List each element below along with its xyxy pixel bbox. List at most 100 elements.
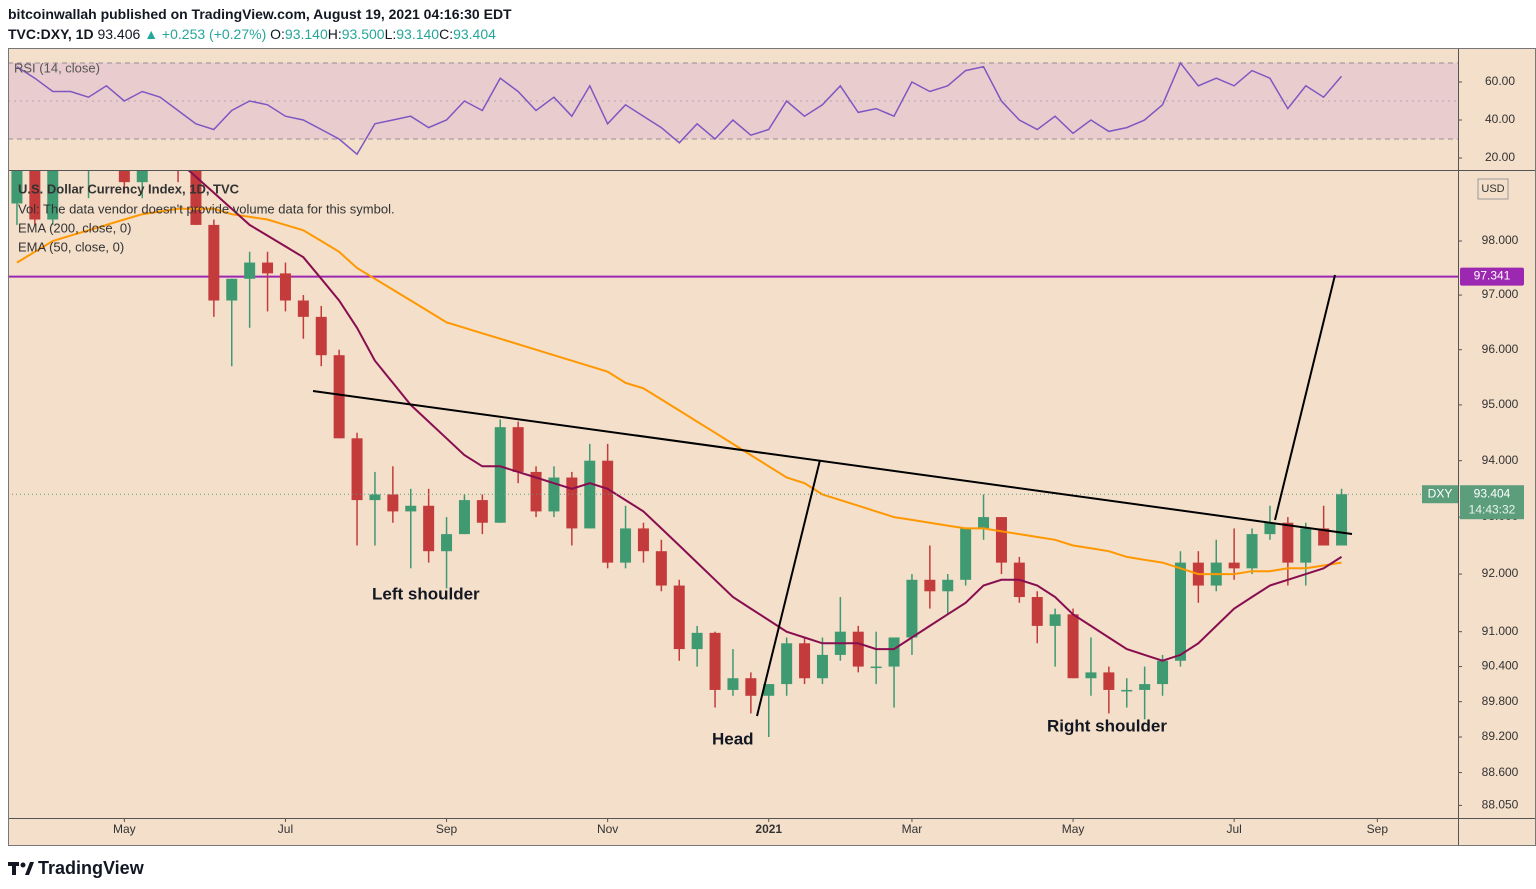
annotation: Head (712, 729, 754, 748)
x-tick-label: Jul (1226, 822, 1241, 836)
x-tick-label: 2021 (755, 822, 782, 836)
axes: 98.00097.00096.00095.00094.00093.00092.0… (8, 48, 1536, 846)
y-tick-label: 97.000 (1482, 287, 1519, 301)
candle-body (1049, 614, 1061, 626)
level-label-box (1460, 267, 1524, 286)
x-tick-label: May (1062, 822, 1085, 836)
candle-body (709, 632, 721, 690)
annotation: Left shoulder (372, 584, 480, 603)
candle-body (781, 643, 793, 685)
candle-body (512, 427, 524, 472)
candle-body (727, 678, 739, 690)
candle-body (888, 637, 900, 667)
y-tick-label: 92.000 (1482, 566, 1519, 580)
y-tick-label: 95.000 (1482, 397, 1519, 411)
candle-body (369, 494, 381, 501)
price-pane (8, 171, 1458, 738)
measure-line (756, 459, 821, 717)
candle-body (691, 632, 703, 650)
candle-body (190, 171, 202, 225)
candle-body (870, 666, 882, 669)
ohlc-value: 93.140 (284, 26, 328, 42)
candle-body (1318, 528, 1330, 546)
candle-body (637, 528, 649, 552)
candle-body (566, 477, 578, 529)
price: 93.406 (97, 26, 141, 42)
y-tick-label: 98.000 (1482, 233, 1519, 247)
candle-body (924, 579, 936, 592)
candle-body (1174, 562, 1186, 661)
candle-body (816, 654, 828, 679)
candle-body (47, 171, 59, 220)
symbol: TVC:DXY, 1D (8, 26, 94, 42)
y-tick-label: 60.00 (1485, 74, 1515, 88)
legend-text: EMA (200, close, 0) (18, 220, 131, 235)
logo (8, 862, 34, 875)
candle-body (620, 528, 632, 563)
y-tick-label: 40.00 (1485, 112, 1515, 126)
candle-body (333, 355, 345, 439)
y-tick-label: 91.000 (1482, 624, 1519, 638)
candle-body (1282, 522, 1294, 563)
currency-box (1477, 178, 1509, 200)
y-tick-label: 90.400 (1482, 659, 1519, 673)
y-tick-label: 89.200 (1482, 729, 1519, 743)
symbol-box (1422, 485, 1458, 504)
candle-body (29, 171, 41, 220)
candle-body (11, 171, 23, 204)
rsi-line (16, 61, 1343, 156)
rsi-title: RSI (14, close) (14, 60, 100, 75)
ohlc-value: 93.500 (341, 26, 385, 42)
candle-body (226, 278, 238, 301)
candle-body (351, 438, 363, 501)
x-tick-label: Jul (278, 822, 293, 836)
ohlc-value: 93.404 (453, 26, 496, 42)
candle-body (655, 551, 667, 586)
ema-line (187, 171, 1343, 662)
publisher-line: bitcoinwallah published on TradingView.c… (8, 4, 512, 24)
candle-body (1264, 522, 1276, 535)
x-tick-label: May (113, 822, 136, 836)
candle-body (1139, 684, 1151, 690)
x-tick-label: Mar (902, 822, 923, 836)
annotation: Right shoulder (1047, 716, 1167, 735)
candle-body (244, 262, 256, 279)
x-tick-label: Sep (436, 822, 458, 836)
symbol-label: DXY (1428, 486, 1453, 500)
ohlc-key: C: (439, 26, 454, 42)
ohlc-key: H: (327, 26, 342, 42)
candle-body (745, 678, 757, 696)
ohlc-key: O: (270, 26, 285, 42)
candle-body (548, 477, 560, 512)
candle-body (995, 517, 1007, 563)
ohlc-key: L: (384, 26, 397, 42)
candle-body (1246, 534, 1258, 569)
y-tick-label: 88.600 (1482, 765, 1519, 779)
candle-body (262, 262, 274, 274)
candle-body (978, 517, 990, 529)
candle-body (602, 460, 614, 563)
candle-body (297, 300, 309, 317)
publisher: bitcoinwallah published on TradingView.c… (8, 6, 512, 22)
rsi-plot (8, 61, 1458, 156)
price-box (1460, 485, 1524, 520)
candle-body (942, 579, 954, 592)
candle-body (387, 494, 399, 512)
candle-body (1103, 672, 1115, 690)
candle-body (1300, 528, 1312, 563)
candle-body (208, 224, 220, 301)
candle-body (906, 579, 918, 638)
rsi-pane (8, 61, 1458, 156)
price-label: 93.404 (1474, 486, 1511, 500)
candle-body (673, 585, 685, 650)
legend-text: EMA (50, close, 0) (18, 239, 124, 254)
candle-body (476, 500, 488, 523)
candle-body (1085, 672, 1097, 679)
candle-body (852, 631, 864, 667)
target-line (1274, 274, 1336, 521)
candle-body (1121, 689, 1133, 692)
candle-body (118, 171, 130, 183)
candle-body (1067, 614, 1079, 679)
candle-body (960, 528, 972, 580)
